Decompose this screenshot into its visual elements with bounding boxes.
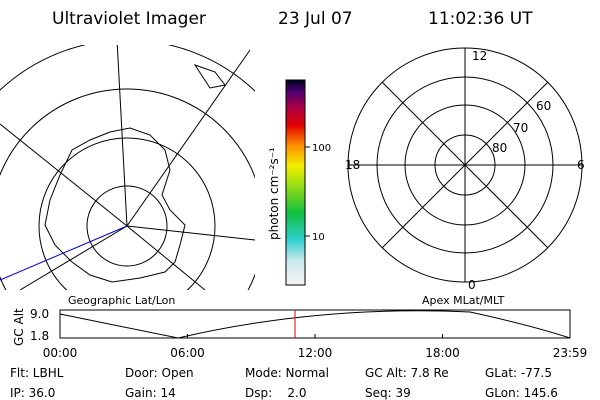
y-tick-label: 9.0 xyxy=(30,307,49,321)
geo-map xyxy=(0,45,255,290)
y-tick-label: 1.8 xyxy=(30,329,49,343)
mlt-label: 6 xyxy=(577,158,585,172)
status-field: Dsp: 2.0 xyxy=(245,386,307,400)
mag-map xyxy=(347,47,583,283)
cbar-label: photon cm⁻²s⁻¹ xyxy=(267,147,281,240)
y-label: GC Alt xyxy=(12,308,26,346)
mlt-label: 12 xyxy=(472,49,487,63)
status-field: Seq: 39 xyxy=(365,386,411,400)
status-field: GLat: -77.5 xyxy=(485,366,552,380)
mlat-label: 80 xyxy=(492,141,507,155)
date: 23 Jul 07 xyxy=(278,9,353,29)
altitude-curve xyxy=(59,310,571,339)
colorbar xyxy=(285,79,306,286)
time: 11:02:36 UT xyxy=(428,9,533,29)
cbar-tick-label: 10 xyxy=(312,232,325,243)
mlt-label: 18 xyxy=(345,158,360,172)
status-field: Gain: 14 xyxy=(125,386,176,400)
caption: Geographic Lat/Lon xyxy=(68,294,175,307)
x-tick-label: 23:59 xyxy=(553,346,588,360)
status-field: Door: Open xyxy=(125,366,194,380)
mlat-label: 70 xyxy=(513,121,528,135)
cbar-tick-label: 100 xyxy=(312,143,331,154)
x-tick-label: 18:00 xyxy=(425,346,460,360)
status-field: Mode: Normal xyxy=(245,366,329,380)
timeline xyxy=(59,309,571,339)
x-tick-label: 00:00 xyxy=(43,346,78,360)
mlat-label: 60 xyxy=(536,99,551,113)
status-field: IP: 36.0 xyxy=(10,386,55,400)
caption: Apex MLat/MLT xyxy=(422,294,505,307)
mlt-label: 0 xyxy=(468,278,476,292)
title: Ultraviolet Imager xyxy=(52,9,206,29)
status-field: GC Alt: 7.8 Re xyxy=(365,366,449,380)
x-tick-label: 12:00 xyxy=(298,346,333,360)
status-field: Flt: LBHL xyxy=(10,366,64,380)
status-field: GLon: 145.6 xyxy=(485,386,558,400)
x-tick-label: 06:00 xyxy=(170,346,205,360)
